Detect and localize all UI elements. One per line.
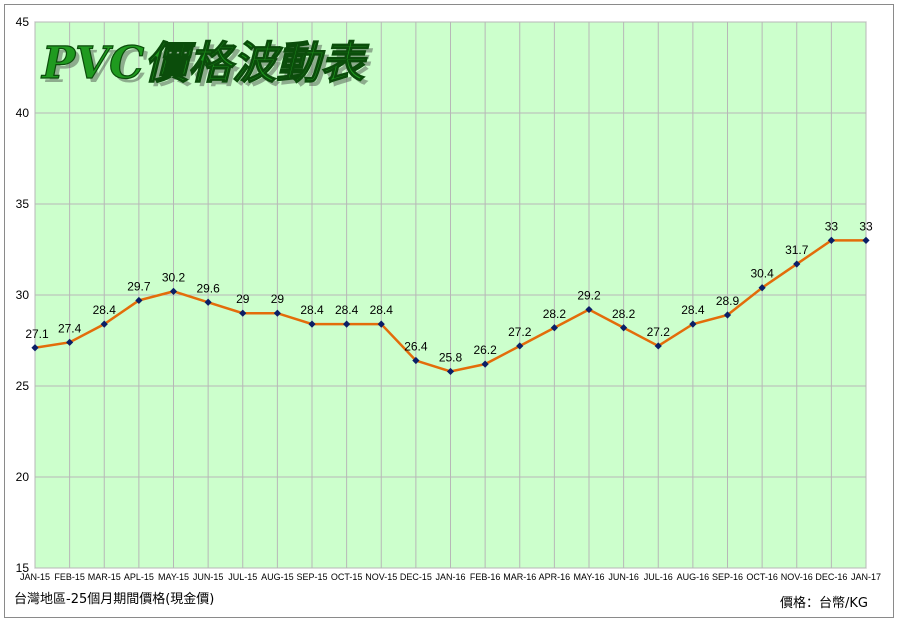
- data-point: [273, 309, 281, 317]
- x-tick-label: APR-16: [539, 572, 571, 582]
- x-tick-label: JUL-15: [228, 572, 257, 582]
- x-tick-label: NOV-16: [781, 572, 813, 582]
- data-point: [862, 236, 870, 244]
- data-labels: 27.1 27.4 28.4 29.7 30.2 29.6 29 29 28.4 28.4 28.4…: [25, 219, 873, 364]
- data-point: [585, 305, 593, 314]
- data-label: 33: [859, 219, 873, 233]
- data-point: [654, 342, 662, 350]
- footnote: 台灣地區-25個月期間價格(現金價): [14, 592, 215, 607]
- x-tick-label: NOV-15: [365, 572, 397, 582]
- data-point: [620, 324, 628, 332]
- x-tick-label: AUG-16: [677, 572, 710, 582]
- x-tick-label: JUL-16: [644, 572, 673, 582]
- y-tick-label: 35: [16, 197, 30, 211]
- x-tick-label: SEP-16: [712, 572, 743, 582]
- chart-frame: [4, 4, 894, 618]
- y-axis-ticks: 15 20 25 30 35 40 45: [16, 15, 30, 575]
- data-label: 27.4: [58, 321, 82, 335]
- data-label: 28.4: [300, 303, 324, 317]
- data-point: [446, 367, 455, 376]
- x-tick-label: MAY-15: [158, 572, 189, 582]
- x-tick-label: MAR-16: [503, 572, 536, 582]
- data-label: 28.4: [370, 303, 394, 317]
- y-tick-label: 40: [16, 106, 30, 120]
- data-point: [343, 320, 351, 328]
- data-label: 30.2: [162, 270, 186, 284]
- data-label: 33: [825, 219, 839, 233]
- data-label: 28.4: [681, 303, 705, 317]
- data-point: [481, 360, 489, 368]
- data-label: 29: [236, 292, 250, 306]
- data-label: 28.2: [543, 307, 567, 321]
- data-label: 29.7: [127, 279, 151, 293]
- y-tick-label: 25: [16, 379, 30, 393]
- data-point: [793, 260, 801, 268]
- data-label: 25.8: [439, 350, 463, 364]
- data-label: 28.4: [335, 303, 359, 317]
- data-label: 27.2: [647, 325, 671, 339]
- data-point: [758, 284, 766, 292]
- chart-title-shadow: PVC價格波動表: [44, 42, 373, 93]
- data-label: 28.2: [612, 307, 636, 321]
- data-label: 30.4: [750, 267, 774, 281]
- data-point: [689, 320, 697, 328]
- x-tick-label: DEC-16: [815, 572, 847, 582]
- y-tick-label: 20: [16, 470, 30, 484]
- data-label: 28.4: [93, 303, 117, 317]
- x-tick-label: JUN-15: [193, 572, 224, 582]
- data-point: [31, 344, 39, 352]
- series-price: [31, 236, 870, 376]
- unit-label: 價格：台幣/KG: [780, 596, 868, 611]
- data-label: 29.6: [196, 281, 220, 295]
- x-axis-ticks: JAN-15 FEB-15 MAR-15 APL-15 MAY-15 JUN-15 JUL-…: [20, 572, 881, 582]
- y-tick-label: 30: [16, 288, 30, 302]
- x-tick-label: APL-15: [124, 572, 154, 582]
- data-point: [100, 320, 108, 328]
- data-label: 29.2: [577, 289, 601, 303]
- data-point: [169, 287, 178, 295]
- data-label: 29: [271, 292, 285, 306]
- x-tick-label: JAN-16: [435, 572, 465, 582]
- x-tick-label: SEP-15: [296, 572, 327, 582]
- data-label: 26.4: [404, 340, 428, 354]
- data-point: [516, 342, 524, 350]
- data-label: 27.2: [508, 325, 532, 339]
- x-tick-label: OCT-15: [331, 572, 363, 582]
- data-point: [66, 338, 74, 346]
- x-tick-label: JAN-17: [851, 572, 881, 582]
- x-tick-label: JAN-15: [20, 572, 50, 582]
- x-tick-label: OCT-16: [746, 572, 778, 582]
- data-point: [377, 320, 385, 328]
- data-point: [550, 324, 558, 332]
- data-point: [239, 309, 247, 317]
- y-tick-label: 15: [16, 561, 30, 575]
- x-tick-label: AUG-15: [261, 572, 294, 582]
- chart-title: PVC價格波動表: [40, 38, 369, 89]
- x-tick-label: DEC-15: [400, 572, 432, 582]
- data-point: [827, 236, 835, 244]
- y-tick-label: 45: [16, 15, 30, 29]
- data-label: 26.2: [473, 343, 497, 357]
- data-point: [204, 298, 212, 306]
- data-label: 27.1: [25, 327, 49, 341]
- data-point: [135, 296, 143, 305]
- grid-lines: [34, 21, 867, 569]
- data-point: [723, 311, 732, 319]
- x-tick-label: FEB-15: [54, 572, 85, 582]
- data-point: [308, 320, 316, 328]
- data-point: [412, 356, 420, 365]
- x-tick-label: MAY-16: [573, 572, 604, 582]
- x-tick-label: MAR-15: [88, 572, 121, 582]
- data-label: 28.9: [716, 294, 740, 308]
- x-tick-label: JUN-16: [608, 572, 639, 582]
- data-label: 31.7: [785, 243, 809, 257]
- x-tick-label: FEB-16: [470, 572, 501, 582]
